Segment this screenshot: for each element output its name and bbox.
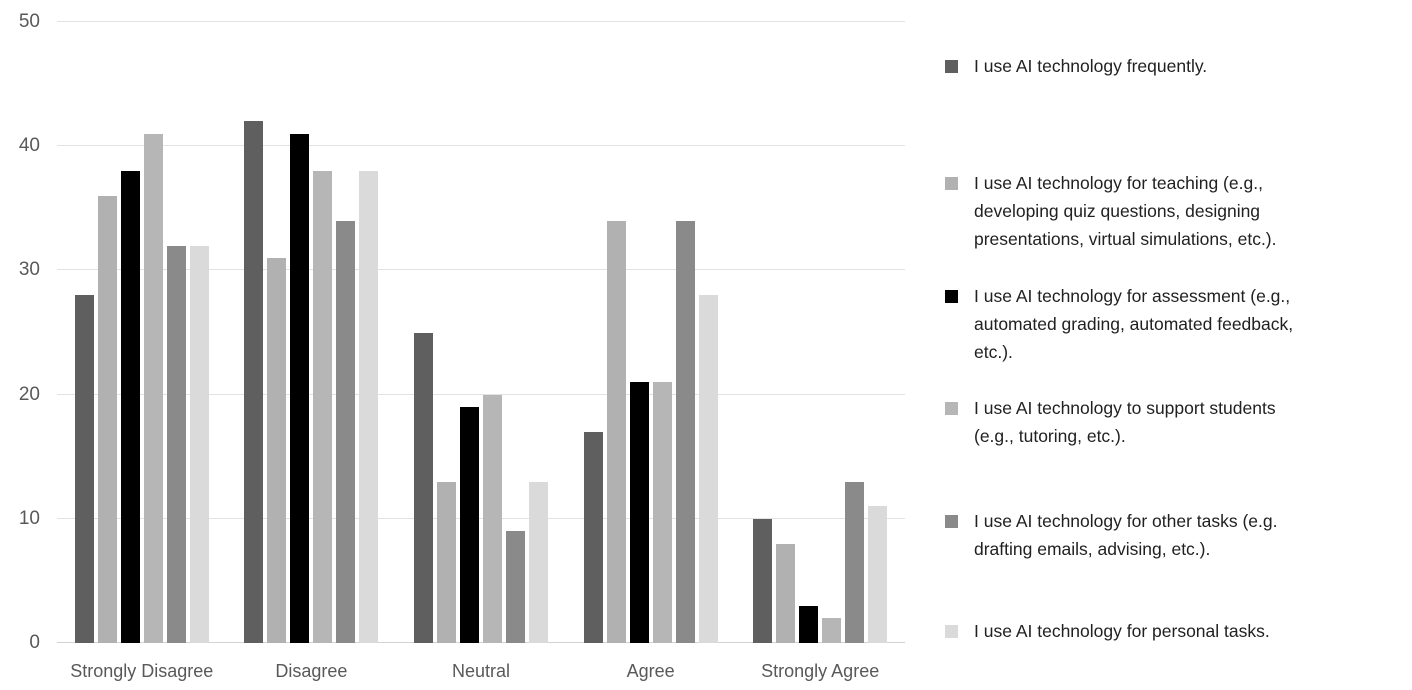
x-axis-category-label: Neutral [451, 661, 510, 681]
gridline [57, 269, 905, 271]
bar-series-1 [583, 431, 603, 643]
bar-series-1 [413, 332, 433, 643]
x-axis-category-label: Strongly Agree [761, 661, 880, 681]
y-axis-tick-label: 40 [18, 135, 40, 157]
legend-label: I use AI technology for teaching (e.g., d… [974, 169, 1412, 253]
legend-label: I use AI technology for personal tasks. [974, 617, 1412, 645]
bar-series-1 [244, 121, 264, 643]
bar-series-1 [74, 295, 94, 643]
x-axis-category-label: Strongly Disagree [70, 661, 214, 681]
legend-swatch [945, 60, 958, 73]
y-axis-tick-label: 50 [18, 11, 40, 32]
bar-series-6 [698, 295, 718, 643]
legend-label-line: I use AI technology frequently. [974, 56, 1208, 76]
legend-swatch [945, 515, 958, 528]
bar-series-3 [120, 171, 140, 643]
bar-series-4 [482, 394, 502, 643]
bar-series-6 [528, 481, 548, 643]
y-axis-tick-label: 10 [18, 507, 40, 529]
legend-label-line: I use AI technology for assessment (e.g.… [974, 286, 1291, 306]
bar-series-3 [799, 605, 819, 643]
legend-label-line: presentations, virtual simulations, etc.… [974, 229, 1277, 249]
bar-series-3 [459, 407, 479, 643]
legend-item: I use AI technology for other tasks (e.g… [945, 507, 1412, 563]
bar-series-1 [753, 518, 773, 643]
x-axis-category-label: Agree [626, 661, 675, 681]
gridline [57, 393, 905, 395]
bar-series-6 [359, 171, 379, 643]
legend-label-line: automated grading, automated feedback, [974, 314, 1294, 334]
legend-label: I use AI technology for other tasks (e.g… [974, 507, 1412, 563]
legend-label-line: developing quiz questions, designing [974, 201, 1261, 221]
bar-series-4 [313, 171, 333, 643]
bar-series-2 [267, 257, 287, 643]
legend-swatch [945, 402, 958, 415]
legend-label: I use AI technology to support students (… [974, 394, 1412, 450]
legend-label: I use AI technology for assessment (e.g.… [974, 282, 1412, 366]
bar-series-2 [436, 481, 456, 643]
bar-series-5 [505, 531, 525, 643]
gridline [57, 21, 905, 22]
gridline [57, 145, 905, 147]
y-axis-tick-label: 0 [29, 632, 40, 653]
legend-swatch [945, 625, 958, 638]
bar-series-6 [868, 506, 888, 643]
legend-label-line: etc.). [974, 342, 1013, 362]
bar-series-5 [845, 481, 865, 643]
legend-swatch [945, 290, 958, 303]
legend-item: I use AI technology for personal tasks. [945, 617, 1412, 645]
legend-label-line: I use AI technology for teaching (e.g., [974, 173, 1263, 193]
legend-swatch [945, 177, 958, 190]
y-axis-tick-label: 20 [18, 383, 40, 405]
gridline [57, 517, 905, 519]
legend-label-line: I use AI technology to support students [974, 398, 1276, 418]
bar-series-5 [166, 245, 186, 643]
bar-series-4 [143, 133, 163, 643]
bar-series-5 [675, 220, 695, 643]
bar-series-2 [606, 220, 626, 643]
bar-group [566, 22, 736, 643]
bar-series-6 [189, 245, 209, 643]
legend-label-line: I use AI technology for personal tasks. [974, 621, 1270, 641]
legend-item: I use AI technology for teaching (e.g., d… [945, 169, 1412, 253]
bar-series-2 [97, 195, 117, 643]
legend-label-line: I use AI technology for other tasks (e.g… [974, 511, 1278, 531]
plot-area [57, 21, 905, 643]
x-axis-line [57, 642, 905, 643]
legend-label: I use AI technology frequently. [974, 52, 1412, 80]
bar-group [227, 22, 397, 643]
bar-series-3 [629, 382, 649, 643]
bar-series-4 [822, 618, 842, 643]
bar-series-5 [336, 220, 356, 643]
legend-label-line: drafting emails, advising, etc.). [974, 539, 1211, 559]
bar-series-3 [290, 133, 310, 643]
x-axis-category-label: Disagree [275, 661, 348, 681]
y-axis-tick-label: 30 [18, 259, 40, 281]
legend-item: I use AI technology for assessment (e.g.… [945, 282, 1412, 366]
legend-item: I use AI technology to support students (… [945, 394, 1412, 450]
bar-group [57, 22, 227, 643]
bar-series-4 [652, 382, 672, 643]
bar-series-2 [776, 543, 796, 643]
bar-group [735, 22, 905, 643]
legend-label-line: (e.g., tutoring, etc.). [974, 426, 1126, 446]
legend-item: I use AI technology frequently. [945, 52, 1412, 80]
bar-group [396, 22, 566, 643]
